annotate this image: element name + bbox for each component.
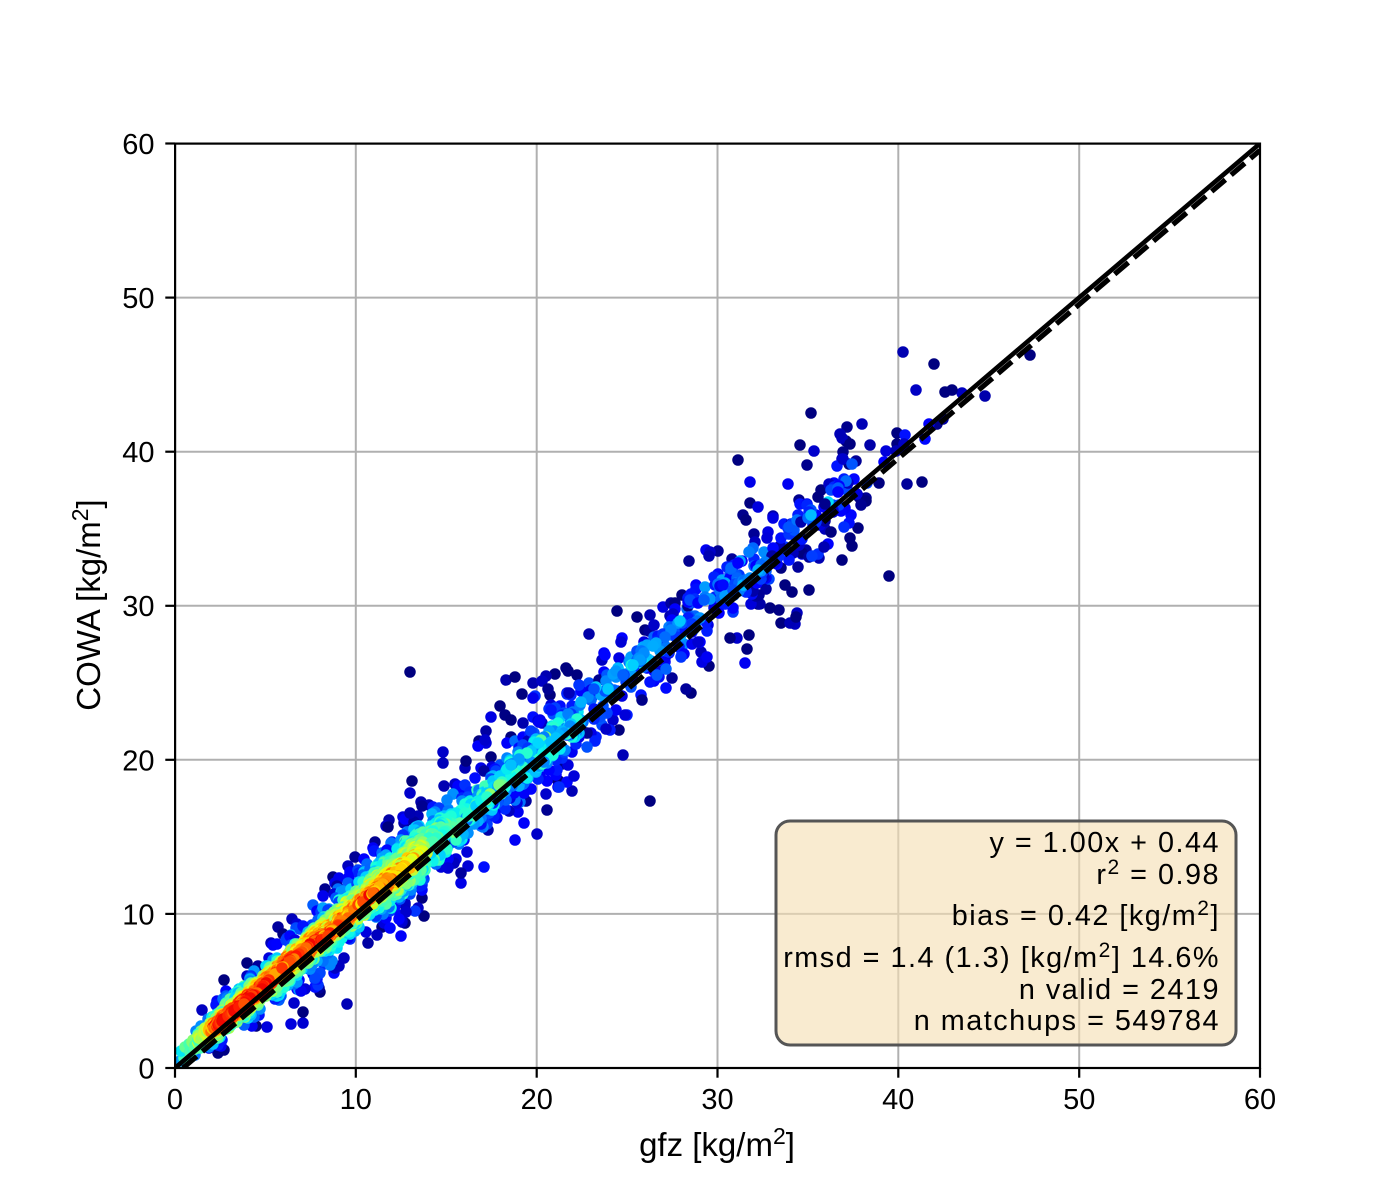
svg-text:40: 40 — [122, 437, 154, 469]
svg-text:20: 20 — [122, 745, 154, 777]
svg-text:40: 40 — [882, 1084, 914, 1116]
svg-text:60: 60 — [122, 129, 154, 161]
svg-text:30: 30 — [701, 1084, 733, 1116]
svg-text:20: 20 — [521, 1084, 553, 1116]
svg-text:10: 10 — [122, 899, 154, 931]
svg-text:gfz [kg/m2]: gfz [kg/m2] — [639, 1123, 795, 1163]
svg-text:0: 0 — [167, 1084, 183, 1116]
svg-text:COWA [kg/m2]: COWA [kg/m2] — [67, 499, 107, 710]
svg-text:y = 1.00x + 0.44: y = 1.00x + 0.44 — [989, 827, 1220, 859]
svg-text:60: 60 — [1244, 1084, 1276, 1116]
svg-text:rmsd = 1.4 (1.3) [kg/m2] 14.6%: rmsd = 1.4 (1.3) [kg/m2] 14.6% — [783, 939, 1220, 974]
svg-text:n valid = 2419: n valid = 2419 — [1019, 974, 1220, 1006]
svg-text:50: 50 — [122, 283, 154, 315]
svg-text:bias = 0.42 [kg/m2]: bias = 0.42 [kg/m2] — [952, 897, 1220, 932]
svg-text:30: 30 — [122, 591, 154, 623]
svg-text:n matchups = 549784: n matchups = 549784 — [914, 1005, 1220, 1037]
svg-text:0: 0 — [138, 1054, 154, 1086]
svg-text:r2 = 0.98: r2 = 0.98 — [1096, 856, 1220, 891]
svg-text:50: 50 — [1063, 1084, 1095, 1116]
svg-text:10: 10 — [340, 1084, 372, 1116]
